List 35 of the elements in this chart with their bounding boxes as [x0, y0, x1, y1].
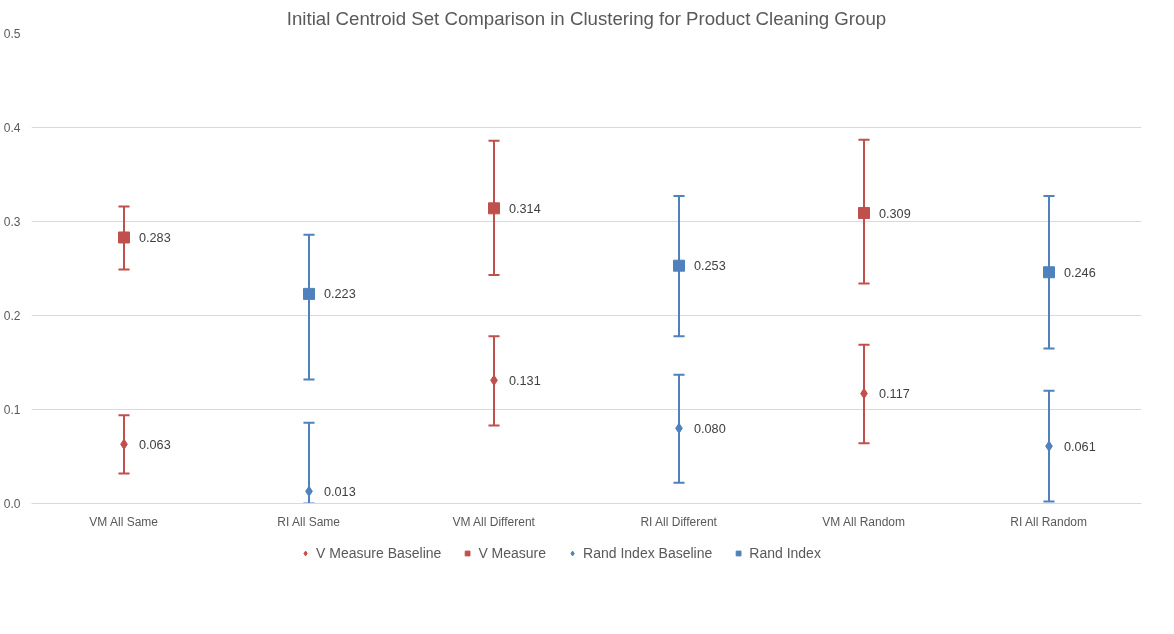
point	[673, 259, 685, 272]
point	[303, 287, 315, 300]
y-tick-label: 0.3	[3, 215, 21, 229]
y-tick-label: 0.5	[3, 27, 21, 41]
legend-label: Rand Index Baseline	[583, 545, 713, 561]
legend-label: Rand Index	[749, 545, 821, 561]
y-tick-label: 0.1	[3, 403, 21, 417]
point	[858, 207, 870, 220]
x-tick-label: RI All Different	[640, 514, 718, 529]
x-tick-label: VM All Different	[452, 514, 536, 529]
data-label: 0.013	[324, 484, 356, 499]
point	[118, 231, 130, 244]
data-label: 0.246	[1064, 265, 1096, 280]
x-tick-label: VM All Same	[89, 514, 159, 529]
data-label: 0.117	[879, 387, 910, 402]
data-label: 0.223	[324, 287, 356, 302]
legend-label: V Measure	[478, 545, 547, 561]
data-label: 0.314	[509, 201, 541, 216]
data-label: 0.080	[694, 421, 726, 436]
data-label: 0.131	[509, 373, 541, 388]
y-tick-label: 0.2	[3, 309, 21, 323]
y-tick-label: 0.4	[3, 121, 21, 135]
data-label: 0.063	[139, 437, 171, 452]
x-tick-label: RI All Same	[277, 514, 341, 529]
legend-label: V Measure Baseline	[316, 545, 442, 561]
data-label: 0.309	[879, 206, 911, 221]
point	[1043, 266, 1055, 279]
point	[488, 202, 500, 215]
x-tick-label: RI All Random	[1010, 514, 1088, 529]
chart-title: Initial Centroid Set Comparison in Clustering for Product Cleaning Group	[286, 7, 887, 29]
data-label: 0.283	[139, 230, 171, 245]
y-tick-label: 0.0	[3, 497, 21, 511]
data-label: 0.253	[694, 259, 726, 274]
data-label: 0.061	[1064, 439, 1096, 454]
x-tick-label: VM All Random	[822, 514, 906, 529]
